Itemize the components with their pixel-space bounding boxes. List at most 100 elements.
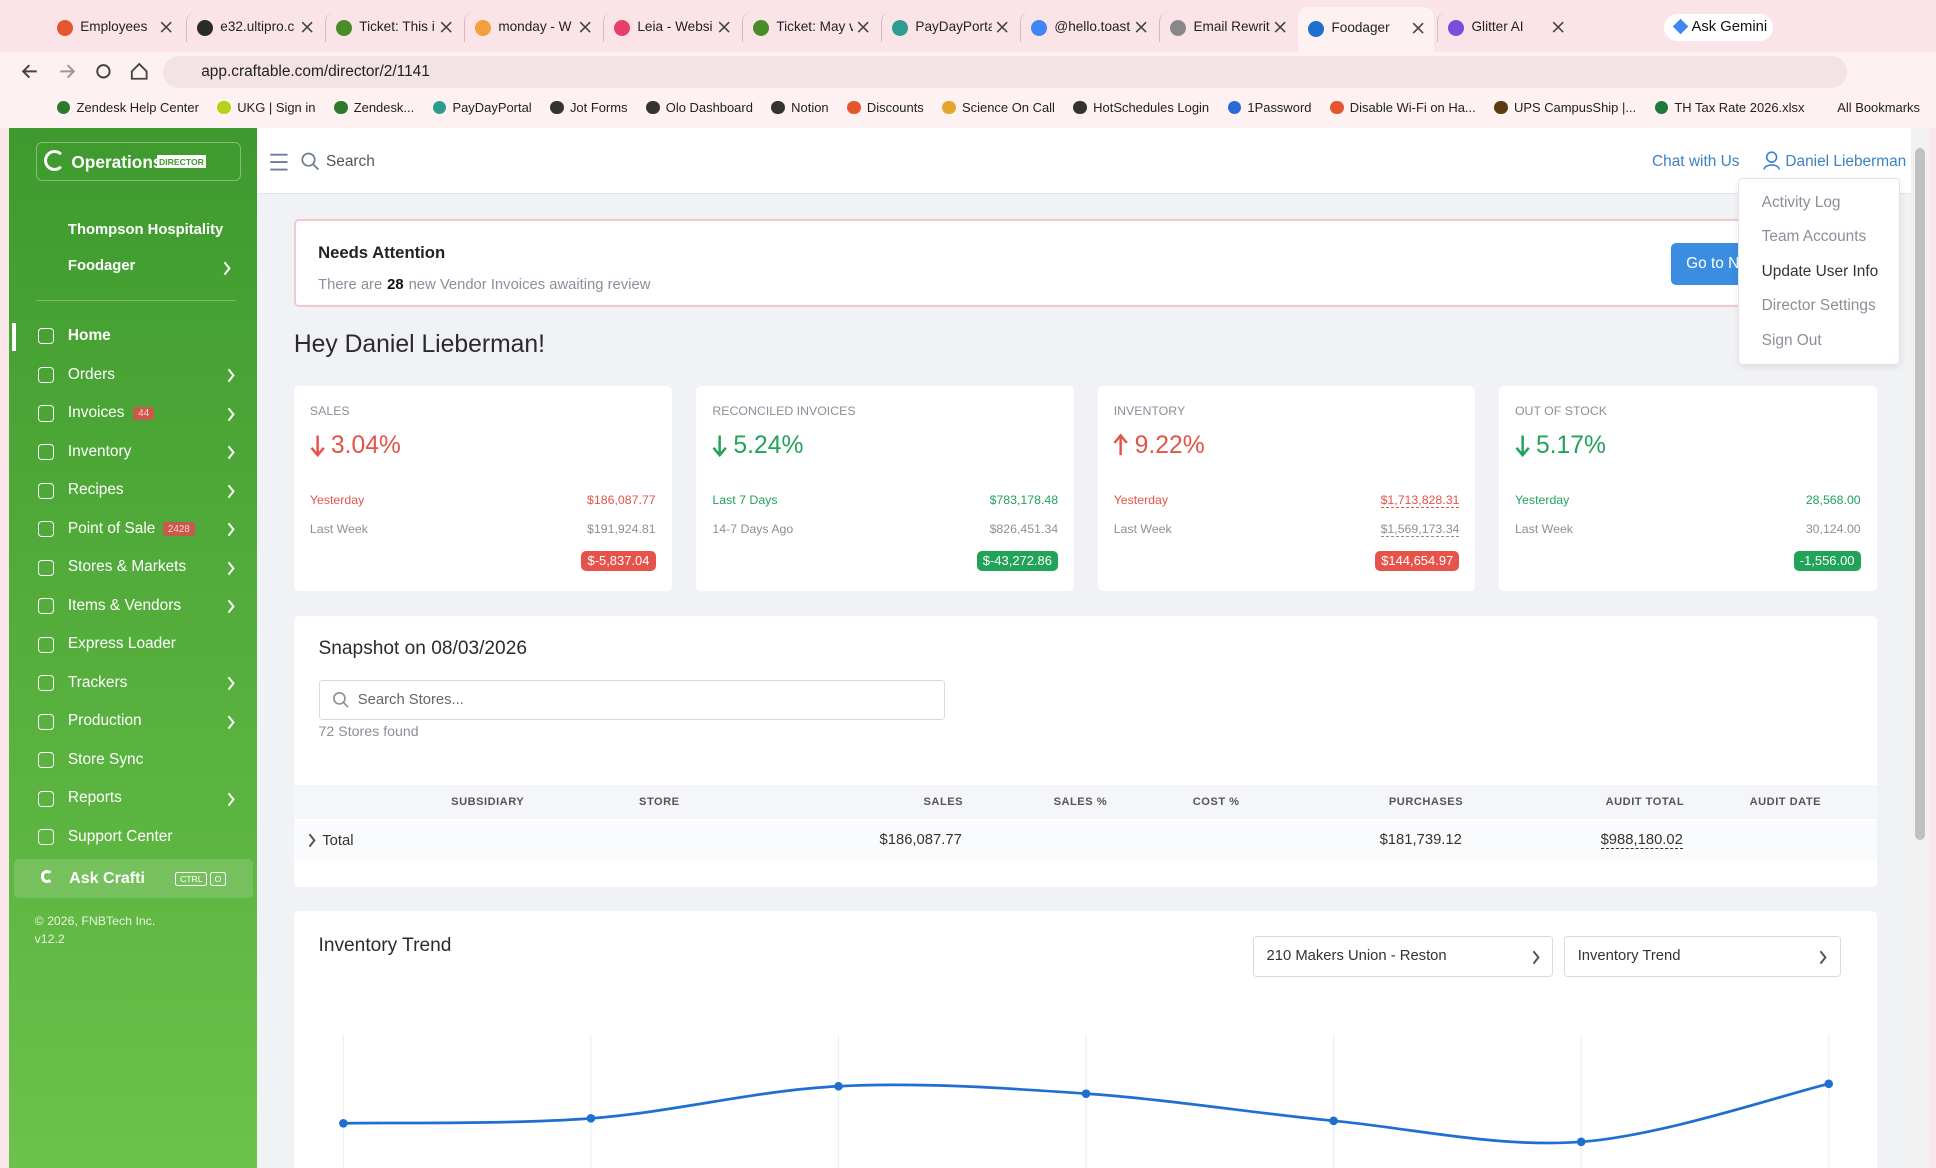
- brand-name: Operations: [71, 151, 163, 172]
- tab[interactable]: Email Rewrit: [1159, 12, 1295, 42]
- nav-item[interactable]: Store Sync: [9, 745, 257, 777]
- kpi-card: RECONCILED INVOICES 5.24% Last 7 Days $783,…: [696, 386, 1075, 592]
- alert-button-label: Go to N: [1686, 255, 1740, 273]
- ask-gemini-button[interactable]: Ask Gemini: [1664, 13, 1773, 41]
- column-header: SALES %: [1053, 796, 1108, 809]
- nav-item[interactable]: Stores & Markets: [9, 552, 257, 584]
- handle: [343, 702, 349, 708]
- tab-title: Glitter AI: [1471, 18, 1524, 34]
- menu-item[interactable]: Director Settings: [1761, 297, 1876, 315]
- nav-item[interactable]: Reports: [9, 783, 257, 815]
- nav-label: Trackers: [67, 673, 128, 691]
- tab[interactable]: e32.ultipro.c: [185, 12, 322, 42]
- bookmark[interactable]: Notion: [771, 100, 829, 115]
- tab[interactable]: PayDayPorta: [881, 12, 1017, 42]
- tab[interactable]: Foodager: [1298, 7, 1434, 52]
- kpi-card: INVENTORY 9.22% Yesterday $1,713,828.31 Last…: [1097, 386, 1476, 592]
- tab[interactable]: monday - W: [463, 12, 600, 42]
- tab-icon: [752, 19, 769, 36]
- header-search[interactable]: Search: [325, 153, 375, 171]
- nav-item[interactable]: Express Loader: [9, 629, 257, 661]
- nav-item[interactable]: Invoices 44: [9, 398, 257, 430]
- menu-item[interactable]: Team Accounts: [1761, 228, 1867, 246]
- tab-title: Leia - Websi: [637, 18, 713, 34]
- address-bar[interactable]: app.craftable.com/director/2/1141: [162, 55, 1848, 88]
- header-icons: [270, 152, 320, 171]
- menu-item[interactable]: Update User Info: [1761, 262, 1879, 280]
- column-header: SALES: [923, 796, 964, 809]
- bookmark[interactable]: Zendesk Help Center: [56, 100, 199, 115]
- bookmark[interactable]: Zendesk...: [333, 100, 414, 115]
- nav-item[interactable]: Support Center: [9, 822, 257, 854]
- x: [1412, 22, 1424, 34]
- bookmark[interactable]: Olo Dashboard: [646, 100, 753, 115]
- bookmark[interactable]: 1Password: [1227, 100, 1311, 115]
- bookmark-icon: [1073, 100, 1087, 115]
- back: [22, 64, 38, 79]
- bookmark[interactable]: Science On Call: [942, 100, 1055, 115]
- bookmark-label: TH Tax Rate 2026.xlsx: [1674, 99, 1805, 115]
- bookmark[interactable]: PayDayPortal: [432, 100, 532, 115]
- chevron: [223, 261, 231, 275]
- cell-audit-total[interactable]: $988,180.02: [1600, 832, 1683, 850]
- new-tab[interactable]: [1584, 17, 1599, 32]
- chevron: [227, 561, 235, 575]
- tab-icon: [56, 19, 73, 36]
- greeting: Hey Daniel Lieberman!: [293, 330, 545, 358]
- nav-item[interactable]: Items & Vendors: [9, 591, 257, 623]
- row-label: Last Week: [1113, 521, 1172, 536]
- org[interactable]: Thompson Hospitality: [67, 222, 224, 239]
- card-change: 5.24%: [733, 432, 804, 460]
- tab-icon: [196, 19, 213, 36]
- tab-title: Ticket: This i: [359, 18, 435, 34]
- tab[interactable]: Employees: [47, 12, 183, 42]
- stores-found: 72 Stores found: [318, 723, 419, 740]
- tab-title: Ticket: May v: [776, 18, 853, 34]
- nav-label: Store Sync: [67, 750, 144, 768]
- bookmarks-bar: Zendesk Help Center UKG | Sign in Zendesk.…: [56, 96, 1805, 118]
- tab[interactable]: @hello.toast: [1020, 12, 1156, 42]
- brand-logo: [44, 150, 66, 172]
- tab[interactable]: Leia - Websi: [603, 12, 739, 42]
- bookmark[interactable]: HotSchedules Login: [1073, 100, 1209, 115]
- card-title: RECONCILED INVOICES: [712, 403, 856, 418]
- app[interactable]: Foodager: [67, 258, 136, 275]
- bookmark[interactable]: UKG | Sign in: [217, 100, 315, 115]
- bookmark[interactable]: Jot Forms: [550, 100, 628, 115]
- diff-pill: $144,654.97: [1375, 550, 1460, 571]
- alert-button[interactable]: Go to N: [1671, 242, 1746, 285]
- chat-link[interactable]: Chat with Us: [1652, 153, 1740, 171]
- nav-item[interactable]: Trackers: [9, 668, 257, 700]
- dropdown[interactable]: 210 Makers Union - Reston: [1253, 935, 1554, 977]
- nav-item[interactable]: Point of Sale 2428: [9, 514, 257, 546]
- nav-item[interactable]: Inventory: [9, 437, 257, 469]
- bookmark[interactable]: UPS CampusShip |...: [1494, 100, 1636, 115]
- tab[interactable]: Glitter AI: [1437, 12, 1573, 42]
- bookmark[interactable]: TH Tax Rate 2026.xlsx: [1654, 99, 1805, 115]
- row-label[interactable]: Total: [322, 833, 354, 850]
- nav-item[interactable]: Home: [9, 321, 257, 353]
- tab-close: [1135, 21, 1147, 33]
- tab[interactable]: Ticket: May v: [742, 12, 878, 42]
- ask-crafti[interactable]: Ask Crafti CTRL O: [13, 859, 254, 898]
- brand-switcher[interactable]: Operations DIRECTOR: [35, 141, 241, 182]
- body: [1763, 163, 1780, 170]
- bookmark[interactable]: Discounts: [847, 100, 924, 115]
- menu-item[interactable]: Activity Log: [1761, 193, 1841, 211]
- tab[interactable]: Ticket: This i: [324, 12, 461, 42]
- chevron-path: [227, 676, 235, 691]
- bookmark[interactable]: Disable Wi-Fi on Ha...: [1329, 100, 1476, 115]
- user-menu[interactable]: Daniel Lieberman: [1785, 153, 1907, 171]
- all-bookmarks[interactable]: All Bookmarks: [1837, 100, 1920, 115]
- nav-item[interactable]: Orders: [9, 360, 257, 392]
- alert-text-before: There are: [318, 277, 383, 294]
- x: [996, 21, 1008, 33]
- nav-item[interactable]: Recipes: [9, 475, 257, 507]
- nav-item[interactable]: Production: [9, 706, 257, 738]
- nav-icon: [38, 752, 55, 769]
- dropdown[interactable]: Inventory Trend: [1564, 935, 1841, 977]
- store-search-placeholder: Search Stores...: [357, 692, 464, 709]
- snapshot-title: Snapshot on 08/03/2026: [318, 638, 527, 660]
- store-search[interactable]: Search Stores...: [318, 680, 945, 720]
- menu-item[interactable]: Sign Out: [1761, 331, 1822, 349]
